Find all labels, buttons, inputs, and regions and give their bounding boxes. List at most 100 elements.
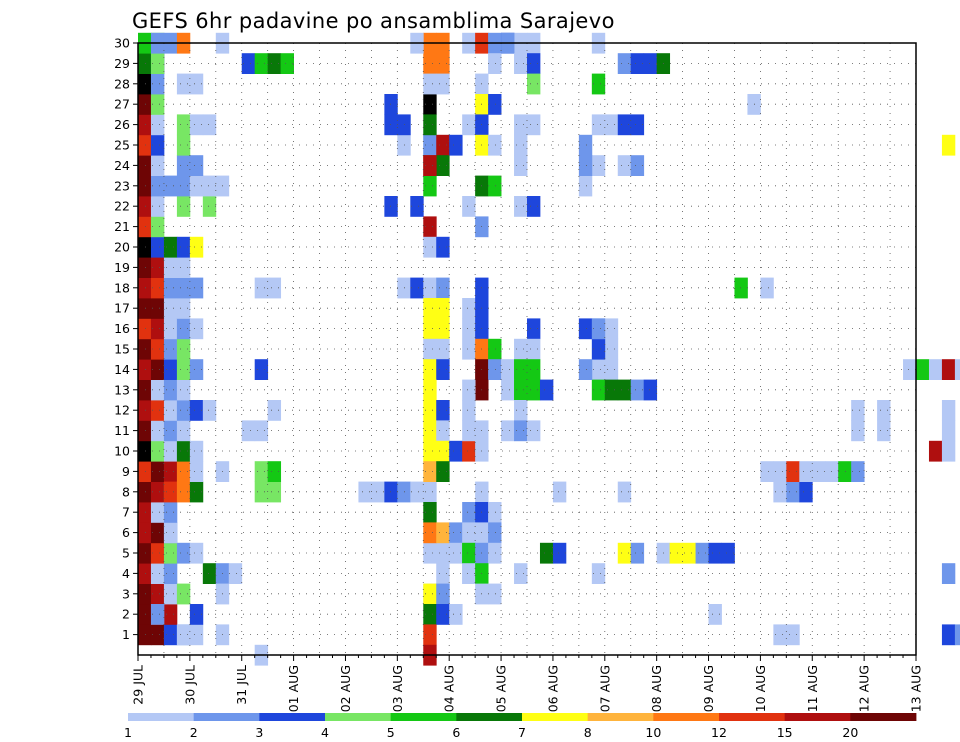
y-tick-label: 5 bbox=[122, 546, 130, 561]
y-tick-label: 20 bbox=[114, 240, 130, 255]
heatmap-cell bbox=[941, 400, 956, 421]
heatmap-cell bbox=[591, 318, 606, 340]
heatmap-cell bbox=[682, 542, 696, 564]
x-tick-label: 29 JUL bbox=[131, 665, 146, 705]
heatmap-cell bbox=[384, 481, 398, 503]
heatmap-cell bbox=[163, 379, 178, 401]
heatmap-cell bbox=[941, 420, 956, 442]
heatmap-cell bbox=[527, 318, 541, 340]
heatmap-cell bbox=[462, 542, 476, 564]
heatmap-cell bbox=[514, 400, 528, 421]
heatmap-cell bbox=[604, 359, 619, 380]
y-tick-label: 1 bbox=[122, 627, 130, 642]
heatmap-cell bbox=[138, 624, 152, 646]
y-tick-label: 21 bbox=[114, 219, 130, 234]
heatmap-cell bbox=[358, 481, 372, 503]
heatmap-cell bbox=[371, 481, 385, 503]
heatmap-cell bbox=[176, 114, 191, 136]
heatmap-cell bbox=[138, 583, 152, 605]
heatmap-cell bbox=[488, 359, 502, 380]
heatmap-cell bbox=[138, 338, 152, 360]
heatmap-cell bbox=[163, 318, 178, 340]
heatmap-cell bbox=[189, 277, 204, 299]
heatmap-cell bbox=[423, 400, 437, 421]
heatmap-cell bbox=[163, 624, 178, 646]
heatmap-cell bbox=[423, 481, 437, 503]
heatmap-cell bbox=[176, 134, 191, 156]
heatmap-cell bbox=[462, 379, 476, 401]
legend-swatch bbox=[719, 713, 786, 721]
heatmap-cell bbox=[150, 196, 165, 217]
heatmap-cell bbox=[539, 542, 554, 564]
heatmap-cell bbox=[163, 522, 178, 544]
heatmap-cell bbox=[138, 196, 152, 217]
heatmap-cell bbox=[423, 420, 437, 442]
heatmap-cell bbox=[436, 604, 450, 625]
heatmap-cell bbox=[954, 359, 960, 380]
x-tick-label: 04 AUG bbox=[442, 665, 457, 712]
heatmap-cell bbox=[643, 379, 658, 401]
legend-swatch bbox=[653, 713, 720, 721]
heatmap-cell bbox=[138, 298, 152, 319]
heatmap-cell bbox=[384, 94, 398, 115]
heatmap-cell bbox=[514, 134, 528, 156]
x-tick-label: 08 AUG bbox=[649, 665, 664, 712]
heatmap-cell bbox=[150, 155, 165, 176]
heatmap-cell bbox=[423, 583, 437, 605]
y-tick-label: 22 bbox=[114, 199, 130, 214]
heatmap-cell bbox=[189, 542, 204, 564]
legend-swatch bbox=[325, 713, 392, 721]
heatmap-cell bbox=[436, 542, 450, 564]
heatmap-cell bbox=[150, 400, 165, 421]
heatmap-cell bbox=[527, 196, 541, 217]
y-tick-label: 11 bbox=[114, 423, 130, 438]
heatmap-cell bbox=[462, 114, 476, 136]
heatmap-cell bbox=[150, 175, 165, 197]
x-tick-label: 05 AUG bbox=[494, 665, 509, 712]
heatmap-cell bbox=[138, 542, 152, 564]
y-tick-label: 12 bbox=[114, 403, 130, 418]
legend-label: 2 bbox=[190, 725, 198, 740]
legend-label: 6 bbox=[452, 725, 460, 740]
heatmap-cell bbox=[630, 155, 645, 176]
heatmap-cell bbox=[267, 481, 282, 503]
heatmap-cell bbox=[163, 542, 178, 564]
heatmap-cell bbox=[176, 277, 191, 299]
heatmap-cell bbox=[138, 502, 152, 523]
heatmap-cell bbox=[189, 400, 204, 421]
heatmap-cell bbox=[163, 583, 178, 605]
heatmap-cell bbox=[163, 298, 178, 319]
heatmap-cell bbox=[189, 318, 204, 340]
y-tick-label: 19 bbox=[114, 260, 130, 275]
heatmap-cell bbox=[423, 338, 437, 360]
heatmap-cell bbox=[423, 542, 437, 564]
heatmap-cell bbox=[928, 440, 943, 462]
heatmap-cell bbox=[384, 196, 398, 217]
legend-swatch bbox=[259, 713, 326, 721]
legend-label: 3 bbox=[255, 725, 263, 740]
heatmap-cell bbox=[423, 624, 437, 646]
heatmap-cell bbox=[462, 522, 476, 544]
heatmap-cell bbox=[254, 461, 269, 482]
heatmap-cell bbox=[138, 114, 152, 136]
heatmap-cell bbox=[552, 481, 567, 503]
y-tick-label: 3 bbox=[122, 586, 130, 601]
heatmap-cell bbox=[527, 359, 541, 380]
y-tick-label: 23 bbox=[114, 178, 130, 193]
heatmap-cell bbox=[163, 563, 178, 584]
heatmap-cell bbox=[501, 420, 515, 442]
legend-swatch bbox=[522, 713, 589, 721]
heatmap-cell bbox=[202, 196, 217, 217]
heatmap-cell bbox=[514, 338, 528, 360]
legend-swatch bbox=[193, 713, 260, 721]
y-tick-label: 8 bbox=[122, 484, 130, 499]
heatmap-cell bbox=[163, 502, 178, 523]
heatmap-cell bbox=[176, 73, 191, 95]
heatmap-cell bbox=[617, 481, 632, 503]
heatmap-cell bbox=[150, 624, 165, 646]
heatmap-cell bbox=[150, 73, 165, 95]
heatmap-cell bbox=[462, 318, 476, 340]
heatmap-cell bbox=[138, 134, 152, 156]
y-tick-label: 24 bbox=[114, 158, 130, 173]
